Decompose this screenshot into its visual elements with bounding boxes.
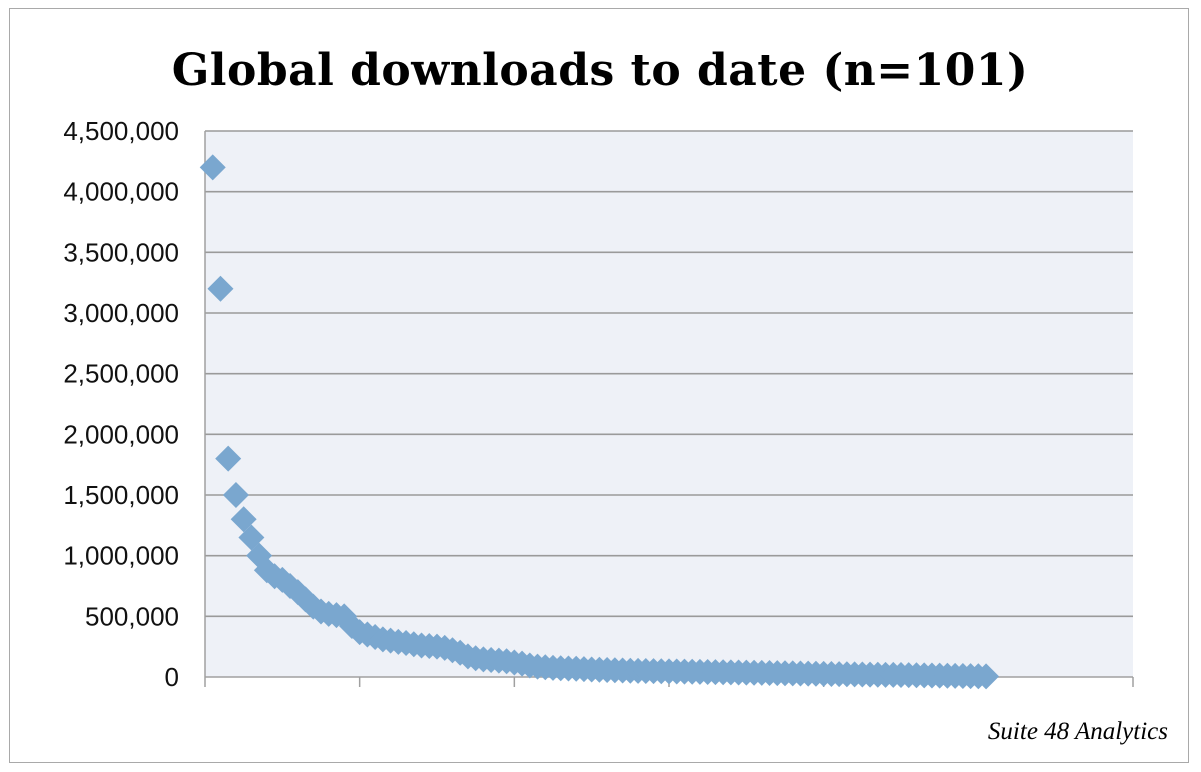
y-tick-label: 1,000,000: [63, 541, 179, 571]
plot-area: [205, 131, 1133, 677]
chart-title: Global downloads to date (n=101): [171, 45, 1029, 96]
source-credit: Suite 48 Analytics: [987, 718, 1168, 745]
y-tick-label: 2,500,000: [63, 359, 179, 389]
y-tick-label: 4,500,000: [63, 116, 179, 146]
y-tick-label: 1,500,000: [63, 480, 179, 510]
y-tick-label: 3,000,000: [63, 298, 179, 328]
y-tick-label: 4,000,000: [63, 177, 179, 207]
data-point: [222, 482, 249, 508]
y-tick-label: 500,000: [85, 601, 179, 631]
data-point: [215, 445, 242, 472]
data-point: [207, 275, 234, 302]
data-point: [199, 154, 226, 181]
y-tick-label: 3,500,000: [63, 237, 179, 267]
y-tick-label: 2,000,000: [63, 419, 179, 449]
y-tick-label: 0: [165, 662, 179, 692]
data-point: [973, 663, 1000, 690]
